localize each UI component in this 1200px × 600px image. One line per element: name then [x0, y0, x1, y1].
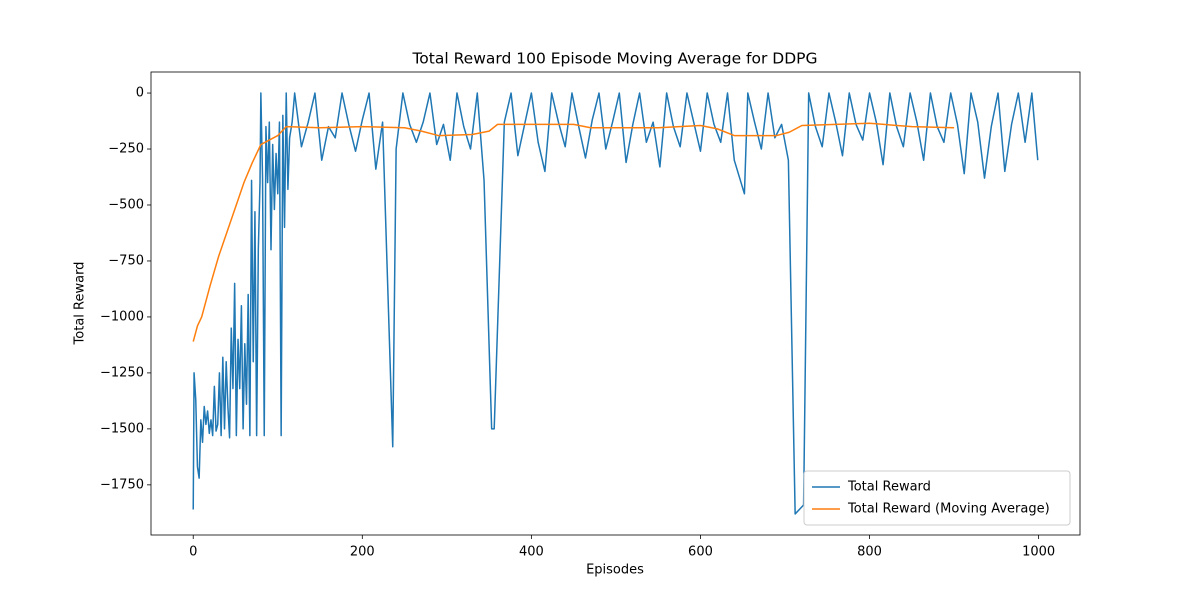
series-line: [192, 92, 1039, 515]
y-tick-label: −1750: [100, 477, 144, 492]
y-tick-label: −250: [108, 142, 144, 157]
y-tick-label: −1000: [100, 309, 144, 324]
chart-title: Total Reward 100 Episode Moving Average …: [411, 50, 817, 68]
x-tick-label: 0: [189, 545, 197, 560]
y-tick-label: −1500: [100, 421, 144, 436]
series-line: [192, 122, 955, 342]
legend-box: [803, 470, 1071, 526]
x-tick-label: 600: [688, 545, 713, 560]
x-tick-label: 1000: [1022, 545, 1055, 560]
y-tick-label: −1250: [100, 365, 144, 380]
y-tick-label: 0: [136, 86, 144, 101]
y-axis-label: Total Reward: [73, 262, 88, 346]
x-tick-label: 200: [350, 545, 375, 560]
y-tick-label: −750: [108, 253, 144, 268]
legend-label: Total Reward (Moving Average): [847, 502, 1050, 517]
plot-frame: [150, 71, 1081, 536]
x-axis-label: Episodes: [586, 563, 644, 578]
legend-label: Total Reward: [847, 480, 931, 495]
x-tick-label: 400: [519, 545, 544, 560]
x-tick-label: 800: [857, 545, 882, 560]
y-tick-label: −500: [108, 197, 144, 212]
